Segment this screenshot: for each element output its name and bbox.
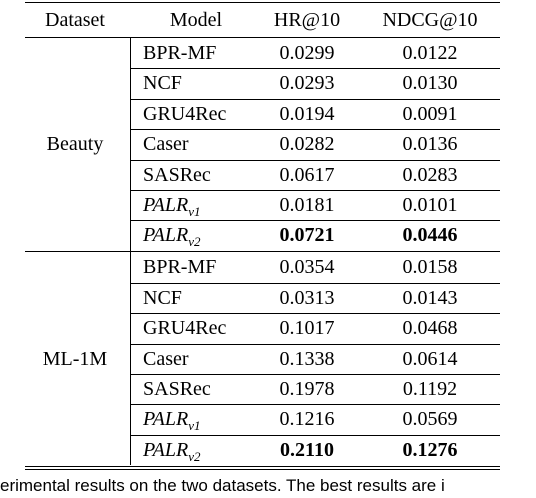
ndcg-cell: 0.1276 [402, 438, 458, 461]
bottom-rule [25, 466, 500, 468]
row-rule [130, 220, 500, 222]
dataset-cell: Beauty [46, 133, 104, 156]
header-cell: NDCG@10 [382, 9, 478, 31]
model-cell: SASRec [143, 374, 211, 404]
row-rule [130, 98, 500, 100]
row-rule [130, 129, 500, 131]
row-rule [130, 373, 500, 375]
header-cell: Dataset [45, 9, 105, 31]
model-cell: NCF [143, 68, 182, 98]
model-cell: SASRec [143, 160, 211, 190]
model-text: BPR-MF [143, 42, 217, 64]
model-text: PALR [143, 224, 189, 247]
ndcg-cell: 0.0143 [402, 286, 458, 309]
ndcg-cell: 0.0101 [402, 194, 458, 216]
model-text: Caser [143, 347, 189, 370]
row-rule [130, 190, 500, 191]
row-rule [130, 159, 500, 161]
model-text: PALR [143, 194, 189, 216]
model-name: PALRv2 [143, 438, 200, 464]
model-text: NCF [143, 72, 182, 95]
row-rule [130, 313, 500, 315]
model-cell: GRU4Rec [143, 313, 226, 343]
column-rule [130, 38, 131, 251]
hr-cell: 0.1978 [279, 377, 335, 400]
header-cell: HR@10 [273, 9, 341, 31]
hr-cell: 0.0282 [279, 133, 335, 156]
row-rule [130, 343, 500, 345]
dataset-cell: ML-1M [42, 347, 108, 370]
ndcg-cell: 0.0446 [402, 224, 458, 247]
ndcg-cell: 0.0091 [402, 102, 458, 125]
model-cell: PALRv2 [143, 220, 200, 257]
ndcg-cell: 0.0468 [402, 317, 458, 340]
ndcg-cell: 0.0122 [402, 42, 458, 64]
header-cell: Model [169, 9, 223, 31]
model-name: PALRv1 [143, 408, 200, 433]
row-rule [130, 68, 500, 70]
model-subscript: v2 [188, 234, 201, 250]
hr-cell: 0.0617 [279, 163, 335, 186]
model-text: SASRec [143, 377, 211, 400]
top-rule [25, 2, 500, 3]
row-rule [130, 404, 500, 406]
row-rule [130, 434, 500, 436]
ndcg-cell: 0.1192 [402, 377, 458, 400]
hr-cell: 0.2110 [280, 438, 334, 461]
model-text: GRU4Rec [143, 102, 227, 125]
hr-cell: 0.0293 [279, 72, 335, 95]
model-text: BPR-MF [143, 256, 217, 279]
model-text: PALR [143, 408, 189, 431]
hr-cell: 0.0299 [279, 42, 335, 64]
ndcg-cell: 0.0136 [402, 133, 458, 156]
hr-cell: 0.1017 [279, 317, 335, 340]
ndcg-cell: 0.0614 [402, 347, 458, 370]
hr-cell: 0.1338 [279, 347, 335, 370]
subscript: v1 [188, 204, 200, 219]
model-cell: PALRv1 [143, 190, 200, 227]
row-rule [130, 282, 500, 284]
model-subscript: v1 [188, 418, 201, 434]
model-cell: NCF [143, 283, 182, 313]
subscript: v2 [188, 449, 200, 464]
hr-cell: 0.0181 [279, 194, 335, 216]
ndcg-cell: 0.0283 [402, 163, 458, 186]
model-cell: Caser [143, 129, 189, 159]
column-rule [130, 252, 131, 466]
bottom-rule [25, 469, 500, 471]
model-text: PALR [143, 438, 189, 461]
hr-cell: 0.0194 [279, 102, 335, 125]
model-cell: BPR-MF [143, 38, 216, 68]
ndcg-cell: 0.0130 [402, 72, 458, 95]
model-cell: Caser [143, 344, 189, 374]
model-text: GRU4Rec [143, 317, 227, 340]
hr-cell: 0.0354 [279, 256, 335, 279]
hr-cell: 0.0721 [279, 224, 335, 247]
model-subscript: v1 [188, 204, 201, 219]
model-subscript: v2 [188, 448, 201, 464]
hr-cell: 0.1216 [279, 408, 335, 431]
subscript: v2 [188, 234, 200, 249]
model-text: Caser [143, 133, 189, 156]
hr-cell: 0.0313 [279, 286, 335, 309]
model-text: SASRec [143, 163, 211, 186]
model-cell: GRU4Rec [143, 99, 226, 129]
header-rule [25, 37, 500, 38]
model-name: PALRv2 [143, 224, 200, 249]
model-name: PALRv1 [143, 194, 200, 219]
ndcg-cell: 0.0569 [402, 408, 458, 431]
model-text: NCF [143, 286, 182, 309]
model-cell: PALRv2 [143, 435, 200, 472]
model-cell: BPR-MF [143, 252, 216, 282]
group-rule [25, 250, 500, 252]
caption: erimental results on the two datasets. T… [0, 476, 445, 495]
subscript: v1 [188, 418, 200, 433]
model-cell: PALRv1 [143, 404, 200, 441]
ndcg-cell: 0.0158 [402, 256, 458, 279]
